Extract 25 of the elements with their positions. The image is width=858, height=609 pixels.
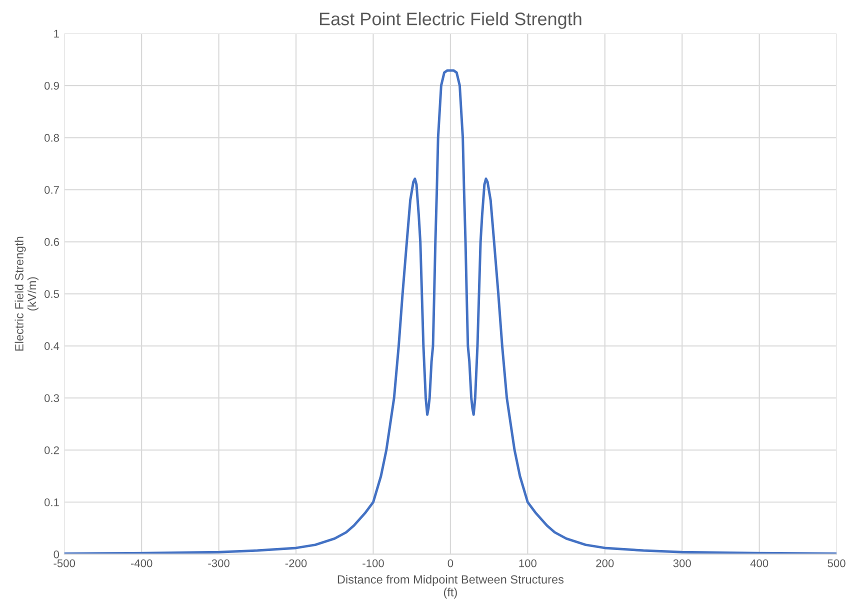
x-axis-title: Distance from Midpoint Between Structures (ft): [338, 574, 564, 599]
y-tick-label: 0.3: [44, 394, 59, 402]
x-tick-label: -500: [54, 559, 76, 568]
y-tick-label: 0: [54, 550, 60, 558]
x-tick-label: -200: [285, 559, 307, 568]
x-tick-label: 500: [828, 559, 846, 568]
x-tick-label: 400: [750, 559, 768, 568]
y-tick-label: 0.7: [44, 186, 59, 194]
x-tick-label: 0: [448, 559, 454, 568]
x-tick-label: 100: [519, 559, 537, 568]
y-tick-label: 0.1: [44, 498, 59, 506]
y-tick-label: 0.9: [44, 82, 59, 90]
x-tick-label: -300: [208, 559, 230, 568]
y-tick-label: 0.2: [44, 446, 59, 454]
x-tick-label: 300: [673, 559, 691, 568]
chart-title: East Point Electric Field Strength: [320, 12, 582, 29]
x-tick-label: 200: [596, 559, 614, 568]
x-tick-label: -400: [130, 559, 152, 568]
y-tick-label: 0.4: [44, 342, 60, 350]
y-axis-title: Electric Field Strength (kV/m): [14, 236, 38, 351]
y-tick-label: 0.5: [44, 290, 60, 298]
x-tick-label: -100: [362, 559, 384, 568]
y-tick-label: 1: [54, 30, 59, 38]
y-tick-label: 0.6: [44, 238, 59, 246]
y-tick-label: 0.8: [44, 134, 60, 142]
